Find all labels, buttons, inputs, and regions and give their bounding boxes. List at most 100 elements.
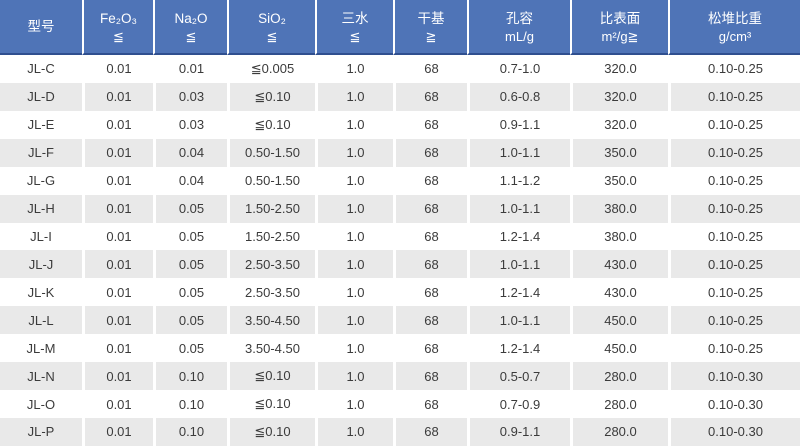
model-cell: JL-D <box>0 82 82 111</box>
value-cell: 0.10 <box>153 362 227 391</box>
value-cell: 380.0 <box>570 222 668 251</box>
model-cell: JL-C <box>0 55 82 83</box>
table-row: JL-L 0.01 0.05 3.50-4.50 1.0 68 1.0-1.1 450.0 0.… <box>0 306 800 335</box>
value-cell: 0.9-1.1 <box>467 417 570 446</box>
value-cell: 1.0-1.1 <box>467 306 570 335</box>
value-cell: 68 <box>393 278 467 307</box>
table-row: JL-K 0.01 0.05 2.50-3.50 1.0 68 1.2-1.4 430.0 0.… <box>0 278 800 307</box>
value-cell: 1.0 <box>315 306 393 335</box>
value-cell: 0.10 <box>153 390 227 418</box>
column-header-label: 型号 <box>27 19 55 34</box>
value-cell: 1.2-1.4 <box>467 334 570 363</box>
value-cell: 0.10-0.25 <box>668 250 800 279</box>
value-cell: 1.2-1.4 <box>467 222 570 251</box>
column-header-bulk-density: 松堆比重 g/cm³ <box>668 0 800 55</box>
column-header-fe2o3: Fe₂O₃ ≦ <box>82 0 153 55</box>
table-row: JL-C 0.01 0.01 ≦0.005 1.0 68 0.7-1.0 320.0 0.10-… <box>0 55 800 83</box>
value-cell: 0.01 <box>82 334 153 363</box>
table-row: JL-I 0.01 0.05 1.50-2.50 1.0 68 1.2-1.4 380.0 0.… <box>0 222 800 251</box>
value-cell: 1.0 <box>315 278 393 307</box>
value-cell: 1.0-1.1 <box>467 194 570 223</box>
value-cell: 1.0 <box>315 166 393 195</box>
value-cell: ≦0.10 <box>227 82 315 111</box>
value-cell: 0.04 <box>153 166 227 195</box>
value-cell: 0.7-1.0 <box>467 55 570 83</box>
table-row: JL-J 0.01 0.05 2.50-3.50 1.0 68 1.0-1.1 430.0 0.… <box>0 250 800 279</box>
column-header-unit: ≦ <box>185 28 197 44</box>
value-cell: 1.2-1.4 <box>467 278 570 307</box>
value-cell: 430.0 <box>570 250 668 279</box>
table-row: JL-N 0.01 0.10 ≦0.10 1.0 68 0.5-0.7 280.0 0.10-0… <box>0 362 800 391</box>
value-cell: 0.01 <box>82 278 153 307</box>
value-cell: 320.0 <box>570 82 668 111</box>
value-cell: 0.01 <box>82 417 153 446</box>
column-header-label: 孔容 <box>506 10 533 26</box>
value-cell: 1.1-1.2 <box>467 166 570 195</box>
value-cell: 68 <box>393 222 467 251</box>
model-cell: JL-H <box>0 194 82 223</box>
value-cell: 68 <box>393 138 467 167</box>
column-header-model: 型号 <box>0 0 82 55</box>
column-header-unit: m²/g≧ <box>601 28 639 44</box>
value-cell: 0.01 <box>82 82 153 111</box>
value-cell: ≦0.10 <box>227 362 315 391</box>
value-cell: 68 <box>393 55 467 83</box>
table-row: JL-O 0.01 0.10 ≦0.10 1.0 68 0.7-0.9 280.0 0.10-0… <box>0 390 800 418</box>
model-cell: JL-F <box>0 138 82 167</box>
value-cell: 1.0 <box>315 82 393 111</box>
value-cell: 0.01 <box>82 55 153 83</box>
column-header-label: 干基 <box>417 10 445 26</box>
value-cell: 68 <box>393 250 467 279</box>
value-cell: 68 <box>393 194 467 223</box>
column-header-label: 三水 <box>341 10 369 26</box>
value-cell: 450.0 <box>570 306 668 335</box>
value-cell: 0.03 <box>153 82 227 111</box>
value-cell: 0.05 <box>153 194 227 223</box>
value-cell: 0.9-1.1 <box>467 110 570 139</box>
value-cell: 0.03 <box>153 110 227 139</box>
value-cell: 0.10-0.25 <box>668 278 800 307</box>
value-cell: 0.01 <box>82 306 153 335</box>
model-cell: JL-G <box>0 166 82 195</box>
model-cell: JL-I <box>0 222 82 251</box>
value-cell: 0.10-0.25 <box>668 194 800 223</box>
value-cell: 0.10-0.25 <box>668 306 800 335</box>
value-cell: 1.50-2.50 <box>227 222 315 251</box>
value-cell: 3.50-4.50 <box>227 306 315 335</box>
value-cell: 68 <box>393 110 467 139</box>
column-header-label: 比表面 <box>599 10 641 26</box>
header-row: 型号 Fe₂O₃ ≦ Na₂O ≦ SiO₂ ≦ 三水 ≦ <box>0 0 800 55</box>
spec-table-header: 型号 Fe₂O₃ ≦ Na₂O ≦ SiO₂ ≦ 三水 ≦ <box>0 0 800 55</box>
value-cell: 68 <box>393 82 467 111</box>
value-cell: 280.0 <box>570 390 668 418</box>
value-cell: 320.0 <box>570 55 668 83</box>
value-cell: ≦0.005 <box>227 55 315 83</box>
value-cell: 68 <box>393 166 467 195</box>
value-cell: 350.0 <box>570 138 668 167</box>
value-cell: 0.50-1.50 <box>227 138 315 167</box>
value-cell: 0.01 <box>82 194 153 223</box>
model-cell: JL-K <box>0 278 82 307</box>
value-cell: 1.0 <box>315 222 393 251</box>
value-cell: 68 <box>393 306 467 335</box>
value-cell: 1.0 <box>315 250 393 279</box>
value-cell: 280.0 <box>570 417 668 446</box>
column-header-unit: ≦ <box>349 28 361 44</box>
value-cell: 2.50-3.50 <box>227 278 315 307</box>
value-cell: ≦0.10 <box>227 417 315 446</box>
table-row: JL-D 0.01 0.03 ≦0.10 1.0 68 0.6-0.8 320.0 0.10-0… <box>0 82 800 111</box>
column-header-label: Fe₂O₃ <box>100 10 137 26</box>
value-cell: 320.0 <box>570 110 668 139</box>
column-header-na2o: Na₂O ≦ <box>153 0 227 55</box>
value-cell: 68 <box>393 390 467 418</box>
value-cell: 0.04 <box>153 138 227 167</box>
column-header-pore-volume: 孔容 mL/g <box>467 0 570 55</box>
value-cell: 0.01 <box>82 390 153 418</box>
value-cell: 0.01 <box>82 110 153 139</box>
column-header-unit: g/cm³ <box>718 28 752 44</box>
value-cell: 0.01 <box>82 166 153 195</box>
value-cell: 0.10-0.30 <box>668 362 800 391</box>
value-cell: 2.50-3.50 <box>227 250 315 279</box>
column-header-label: 松堆比重 <box>708 10 762 26</box>
value-cell: 450.0 <box>570 334 668 363</box>
